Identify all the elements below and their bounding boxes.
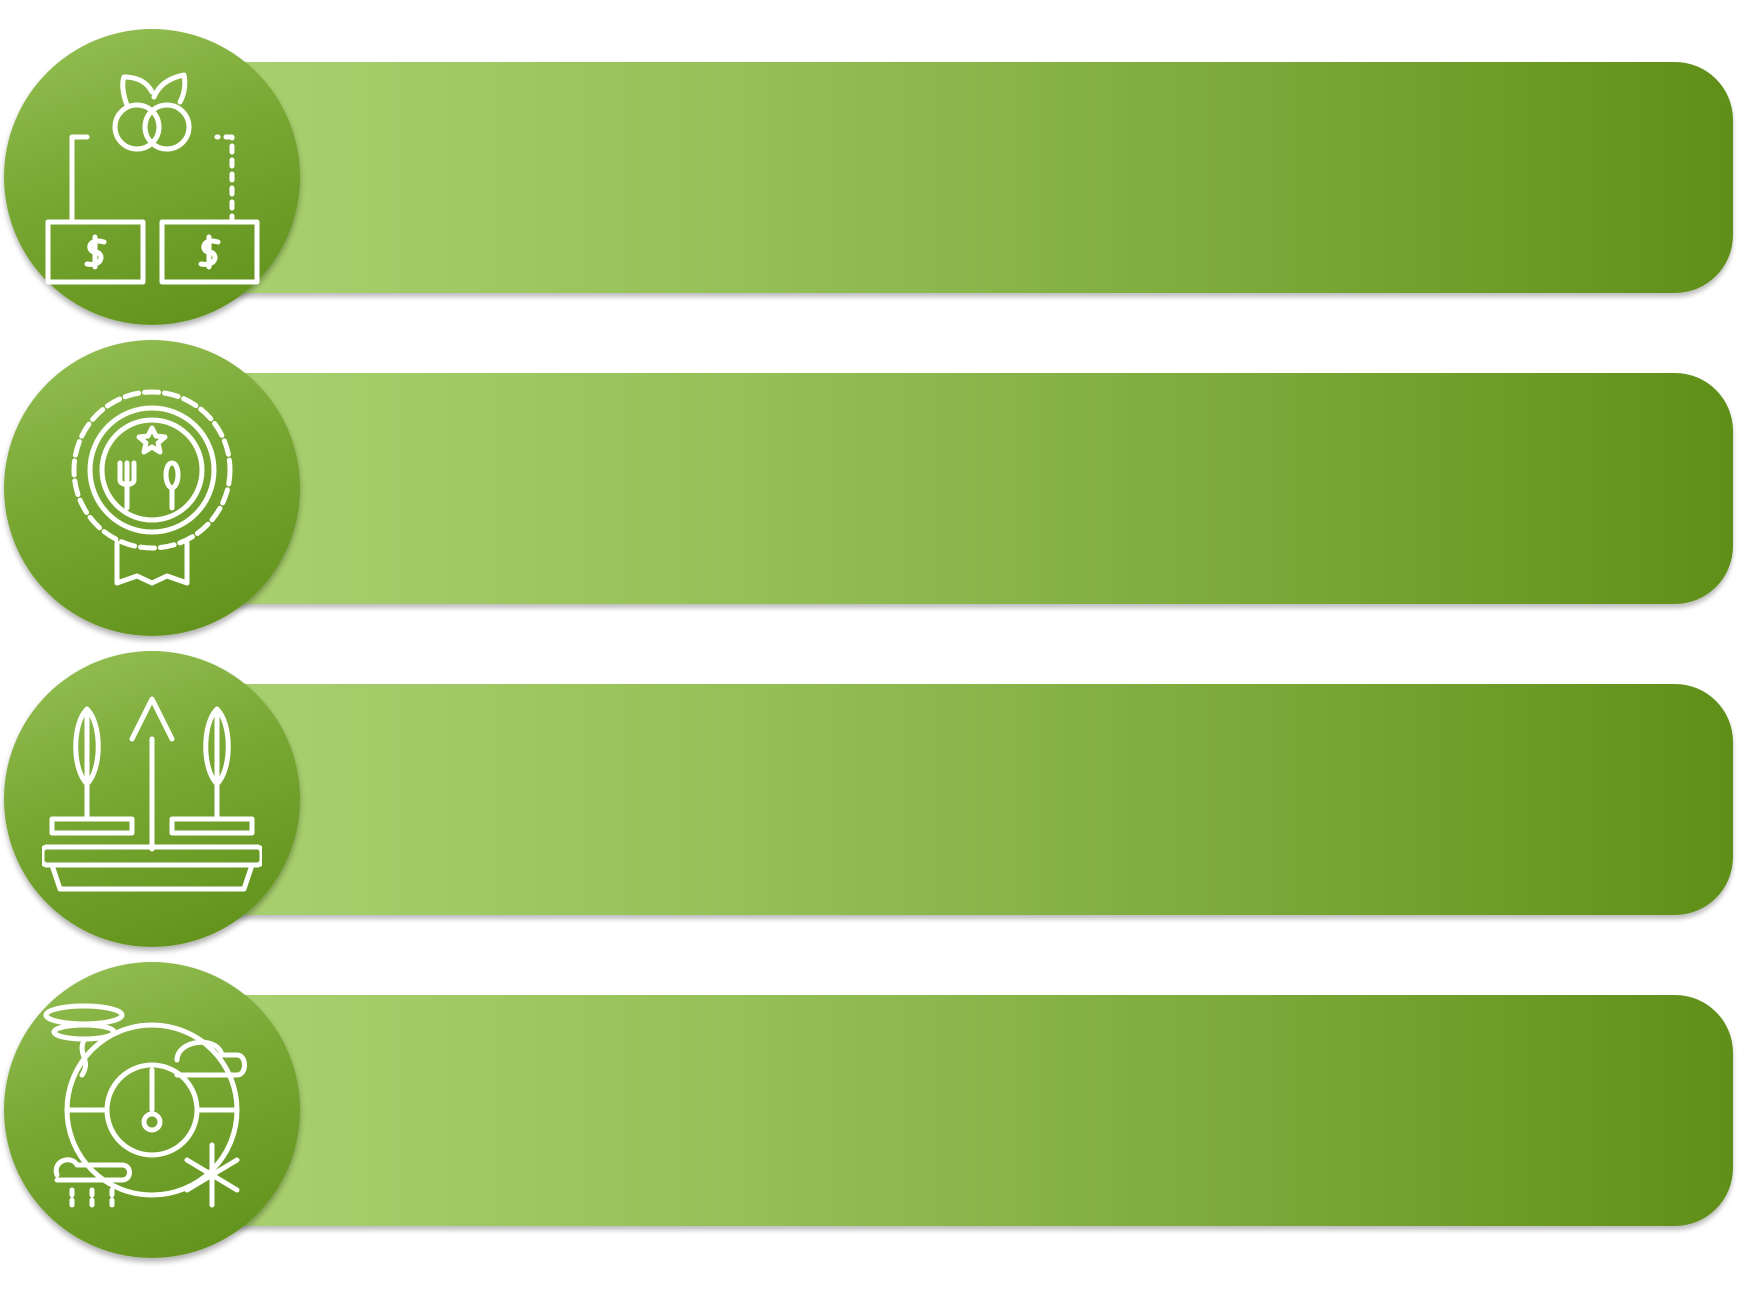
row-banner xyxy=(230,684,1733,915)
row-banner xyxy=(230,62,1733,293)
list-row-1 xyxy=(0,29,1737,359)
food-quality-badge-icon xyxy=(71,389,233,586)
climate-weather-icon xyxy=(43,1003,247,1213)
crop-growth-planter-icon xyxy=(42,696,262,892)
icon-badge xyxy=(4,962,300,1258)
icon-badge xyxy=(4,340,300,636)
list-row-3 xyxy=(0,651,1737,981)
fruit-price-money-icon xyxy=(45,72,260,285)
row-banner xyxy=(230,995,1733,1226)
row-banner xyxy=(230,373,1733,604)
list-row-2 xyxy=(0,340,1737,670)
icon-badge xyxy=(4,651,300,947)
list-row-4 xyxy=(0,962,1737,1292)
icon-badge xyxy=(4,29,300,325)
